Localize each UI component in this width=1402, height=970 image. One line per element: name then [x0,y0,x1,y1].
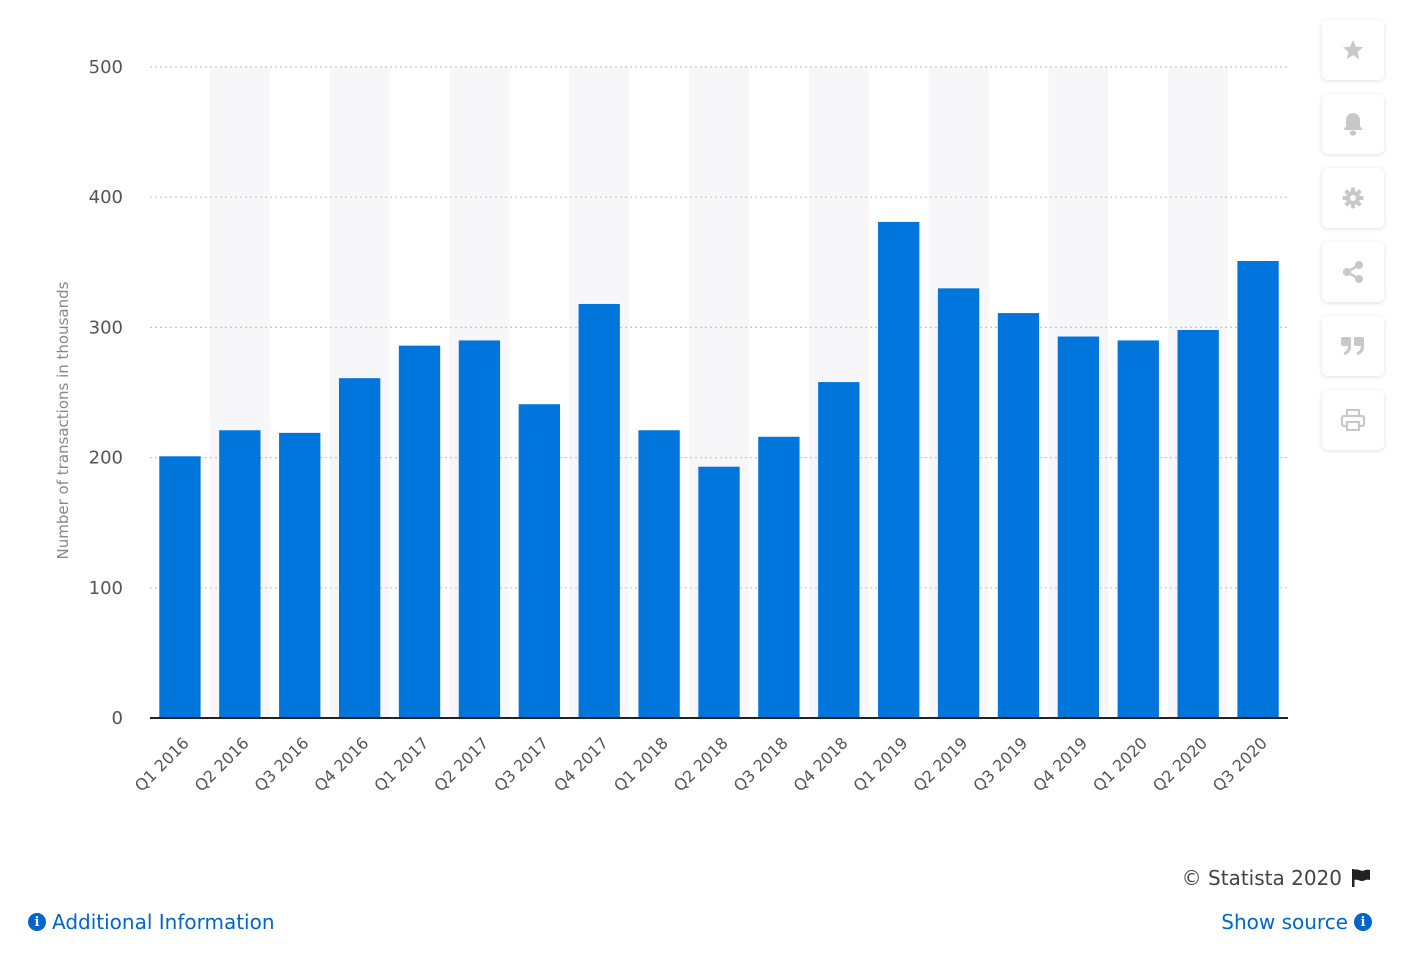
bar[interactable] [279,432,321,718]
bar[interactable] [997,313,1040,718]
bar[interactable] [1177,330,1219,718]
chart-toolbar [1322,20,1384,464]
chart-bars [159,221,1279,719]
x-tick-label: Q4 2017 [550,733,612,795]
show-source-label: Show source [1221,910,1348,934]
y-tick-label: 100 [89,578,123,599]
y-axis-label: Number of transactions in thousands [54,281,72,559]
bar[interactable] [219,430,261,718]
share-button[interactable] [1322,242,1384,302]
bar[interactable] [578,303,620,718]
bar[interactable] [1237,260,1279,718]
x-tick-label: Q3 2020 [1209,733,1271,795]
info-icon: i [28,913,46,931]
x-tick-label: Q4 2018 [790,733,852,795]
y-tick-label: 300 [89,317,123,338]
y-tick-label: 400 [89,187,123,208]
bar[interactable] [698,466,740,718]
settings-button[interactable] [1322,168,1384,228]
bar[interactable] [1057,336,1100,718]
x-tick-label: Q3 2019 [969,733,1031,795]
flag-icon [1352,869,1370,887]
bar[interactable] [937,288,980,718]
x-tick-label: Q3 2017 [490,733,552,795]
bar[interactable] [878,221,920,719]
share-icon [1343,261,1363,283]
x-tick-label: Q2 2019 [909,733,971,795]
favorite-button[interactable] [1322,20,1384,80]
x-tick-label: Q1 2019 [850,733,912,795]
x-tick-label: Q1 2018 [610,733,672,795]
print-icon [1340,409,1366,431]
x-tick-label: Q2 2020 [1149,733,1211,795]
x-tick-label: Q3 2016 [251,733,313,795]
x-tick-label: Q1 2017 [370,733,432,795]
bar[interactable] [159,456,201,718]
bar[interactable] [818,382,860,718]
bell-icon [1343,113,1363,136]
x-tick-label: Q1 2016 [131,733,193,795]
credits-text: © Statista 2020 [1181,866,1342,890]
x-tick-label: Q2 2016 [191,733,253,795]
y-tick-label: 200 [89,448,123,469]
notification-button[interactable] [1322,94,1384,154]
x-tick-label: Q2 2018 [670,733,732,795]
y-axis-ticks: 0 100 200 300 400 500 [89,57,123,729]
star-icon [1343,40,1363,59]
bar[interactable] [398,345,441,718]
bar[interactable] [338,378,381,718]
info-icon: i [1354,913,1372,931]
bar[interactable] [1117,340,1159,718]
additional-information-link[interactable]: i Additional Information [28,910,275,934]
y-tick-label: 0 [112,708,123,729]
bar[interactable] [638,430,680,718]
x-tick-label: Q3 2018 [730,733,792,795]
x-tick-label: Q4 2019 [1029,733,1091,795]
x-tick-label: Q2 2017 [430,733,492,795]
print-button[interactable] [1322,390,1384,450]
gear-icon [1342,187,1364,209]
x-tick-label: Q4 2016 [311,733,373,795]
bar[interactable] [518,404,560,718]
show-source-link[interactable]: Show source i [1221,910,1372,934]
bar[interactable] [758,436,800,718]
x-tick-label: Q1 2020 [1089,733,1151,795]
additional-information-label: Additional Information [52,910,275,934]
statista-credits[interactable]: © Statista 2020 [1182,866,1372,890]
bar[interactable] [458,340,501,718]
y-tick-label: 500 [89,57,123,78]
quote-icon [1341,337,1364,355]
cite-button[interactable] [1322,316,1384,376]
